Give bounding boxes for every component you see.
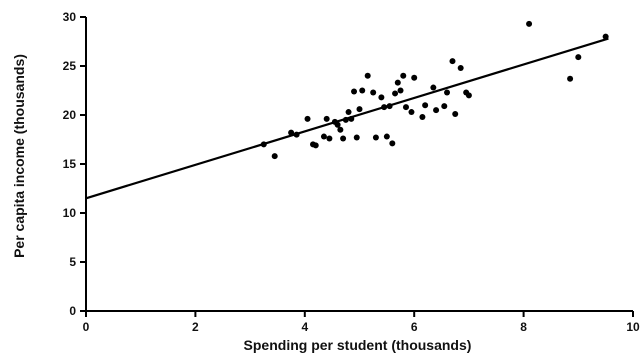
data-point [356, 106, 363, 113]
data-point [392, 90, 399, 97]
x-tick-label: 6 [411, 320, 418, 334]
data-point [320, 133, 327, 140]
y-tick-label: 10 [63, 206, 77, 220]
x-tick-label: 0 [83, 320, 90, 334]
data-point [452, 111, 459, 118]
data-point [402, 104, 409, 111]
y-axis-label: Per capita income (thousands) [11, 54, 27, 258]
data-point [567, 75, 574, 82]
data-point [323, 115, 330, 122]
data-point [408, 109, 415, 116]
data-point [419, 113, 426, 120]
data-point [345, 109, 352, 116]
data-point [430, 84, 437, 91]
data-point [359, 87, 366, 94]
data-point [389, 140, 396, 147]
data-point [575, 54, 582, 61]
data-point [411, 74, 418, 81]
x-tick-label: 4 [301, 320, 308, 334]
data-point [383, 133, 390, 140]
data-point [353, 134, 360, 141]
data-point [394, 79, 401, 86]
y-tick-label: 20 [63, 108, 77, 122]
data-point [340, 135, 347, 142]
data-point [364, 72, 371, 79]
data-point [326, 135, 333, 142]
y-tick-label: 15 [63, 157, 77, 171]
data-point [337, 126, 344, 133]
data-point [457, 64, 464, 71]
data-point [441, 103, 448, 110]
y-tick-label: 30 [63, 10, 77, 24]
x-tick-label: 10 [626, 320, 640, 334]
y-tick-label: 5 [69, 255, 76, 269]
data-point [260, 141, 267, 148]
data-point [312, 142, 319, 149]
x-tick-label: 2 [192, 320, 199, 334]
data-point [386, 103, 393, 110]
y-tick-label: 25 [63, 59, 77, 73]
data-points-layer [260, 20, 609, 160]
data-point [602, 33, 609, 40]
data-point [526, 20, 533, 27]
x-axis-label: Spending per student (thousands) [244, 337, 472, 353]
x-tick-label: 8 [520, 320, 527, 334]
data-point [381, 104, 388, 111]
data-point [271, 153, 278, 160]
data-point [304, 115, 311, 122]
data-point [465, 92, 472, 99]
data-point [351, 88, 358, 95]
data-point [293, 131, 300, 138]
data-point [370, 89, 377, 96]
data-point [400, 72, 407, 79]
data-point [449, 58, 456, 65]
data-point [397, 87, 404, 94]
data-point [288, 129, 295, 136]
data-point [334, 121, 341, 128]
chart-axes: 0 5 10 15 20 25 30 0 2 4 6 8 10 [63, 10, 640, 334]
data-point [378, 94, 385, 101]
data-point [372, 134, 379, 141]
data-point [342, 116, 349, 123]
data-point [433, 107, 440, 114]
y-tick-label: 0 [69, 304, 76, 318]
data-point [444, 89, 451, 96]
data-point [348, 115, 355, 122]
data-point [422, 102, 429, 109]
